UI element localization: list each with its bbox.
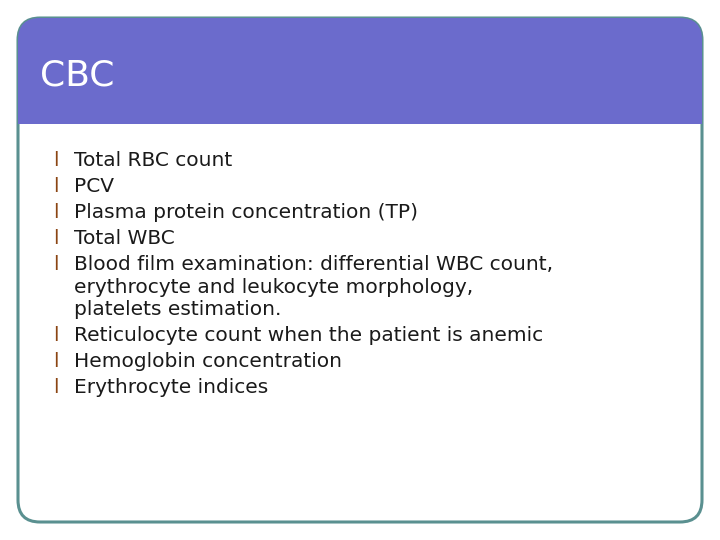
Bar	[18, 70, 702, 124]
FancyBboxPatch shape	[18, 18, 702, 522]
Text: l: l	[53, 230, 59, 248]
Text: l: l	[53, 378, 59, 397]
Text: platelets estimation.: platelets estimation.	[74, 300, 282, 319]
Text: l: l	[53, 326, 59, 345]
Text: l: l	[53, 204, 59, 222]
Text: Total RBC count: Total RBC count	[74, 152, 233, 171]
FancyBboxPatch shape	[18, 18, 702, 123]
Text: erythrocyte and leukocyte morphology,: erythrocyte and leukocyte morphology,	[74, 278, 473, 297]
Text: CBC: CBC	[40, 59, 114, 93]
Text: Erythrocyte indices: Erythrocyte indices	[74, 378, 269, 397]
Text: PCV: PCV	[74, 178, 114, 197]
Text: Plasma protein concentration (TP): Plasma protein concentration (TP)	[74, 204, 418, 222]
Text: l: l	[53, 152, 59, 171]
Text: Reticulocyte count when the patient is anemic: Reticulocyte count when the patient is a…	[74, 326, 543, 345]
Text: l: l	[53, 352, 59, 372]
Text: Hemoglobin concentration: Hemoglobin concentration	[74, 352, 342, 372]
Text: Total WBC: Total WBC	[74, 230, 175, 248]
Text: l: l	[53, 255, 59, 274]
Text: Blood film examination: differential WBC count,: Blood film examination: differential WBC…	[74, 255, 553, 274]
Text: l: l	[53, 178, 59, 197]
